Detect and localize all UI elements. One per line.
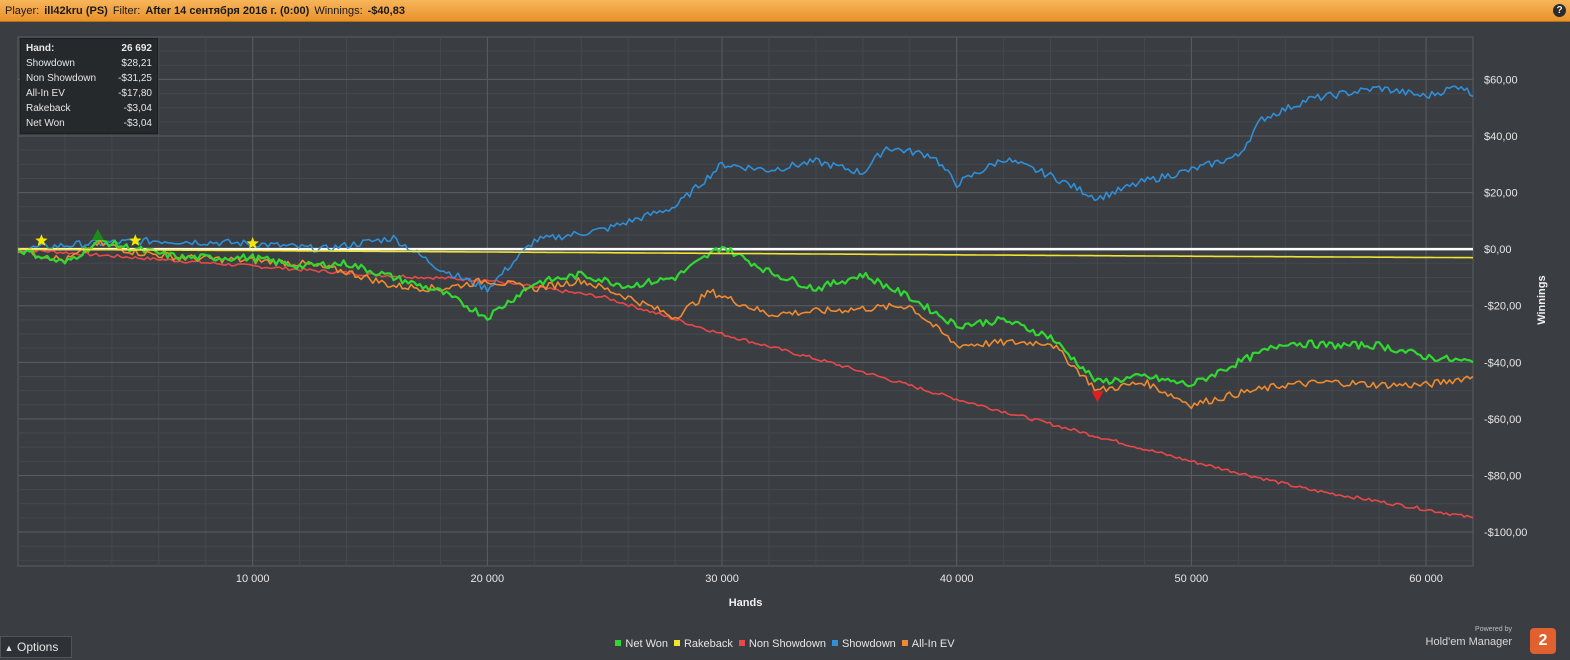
stat-value: -$3,04: [123, 103, 152, 114]
legend-label: Rakeback: [683, 638, 733, 650]
legend-item[interactable]: All-In EV: [901, 636, 955, 652]
window-title-bar: Player: ill42kru (PS) Filter: After 14 сент…: [0, 0, 1570, 22]
x-tick-label: 20 000: [471, 573, 505, 585]
y-tick-label: -$80,00: [1484, 470, 1521, 482]
winnings-value: -$40,83: [367, 5, 405, 17]
chart-grid: [17, 36, 1474, 567]
stat-value: -$17,80: [118, 88, 152, 99]
legend-label: Non Showdown: [748, 638, 826, 650]
chart-legend: Net Won Rakeback Non Showdown Showdown All-I…: [0, 636, 1570, 652]
chart-axes: $60,00 $40,00 $20,00 $0,00 -$20,00 -$40,00 -$6…: [236, 74, 1548, 609]
logo-badge: 2: [1530, 628, 1556, 654]
filter-value[interactable]: After 14 сентября 2016 г. (0:00): [145, 5, 310, 17]
stat-row: Non Showdown -$31,25: [21, 71, 157, 86]
y-tick-label: -$40,00: [1484, 357, 1521, 369]
x-tick-label: 40 000: [940, 573, 974, 585]
plot-area: [17, 36, 1474, 567]
stat-row: Net Won -$3,04: [21, 116, 157, 131]
x-tick-label: 30 000: [705, 573, 739, 585]
stat-label: Rakeback: [26, 103, 71, 114]
options-label: Options: [17, 640, 59, 654]
y-tick-label: -$60,00: [1484, 414, 1521, 426]
legend-swatch: [738, 640, 745, 646]
logo-name: Hold'em Manager: [1425, 636, 1512, 648]
legend-item[interactable]: Non Showdown: [738, 636, 826, 652]
stat-value: -$31,25: [118, 73, 152, 84]
player-label: Player:: [5, 5, 40, 17]
chevron-up-icon: ▲: [4, 643, 14, 653]
legend-label: All-In EV: [911, 638, 955, 650]
stat-row: Showdown $28,21: [21, 56, 157, 71]
legend-item[interactable]: Showdown: [831, 636, 896, 652]
chart-markers: [35, 229, 1104, 403]
triangle-down-marker: [1091, 391, 1104, 403]
winnings-label: Winnings:: [314, 5, 363, 17]
legend-item[interactable]: Net Won: [615, 636, 668, 652]
x-tick-label: 60 000: [1409, 573, 1443, 585]
series-line-non-showdown: [18, 248, 1474, 519]
stat-label: All-In EV: [26, 88, 65, 99]
star-marker: [35, 234, 48, 246]
stat-label: Non Showdown: [26, 73, 97, 84]
series-line-all-in-ev: [17, 239, 1474, 410]
stat-label: Showdown: [26, 58, 75, 69]
player-value: ill42kru (PS): [44, 5, 108, 17]
stat-row: All-In EV -$17,80: [21, 86, 157, 101]
legend-label: Net Won: [625, 638, 668, 650]
stats-panel: Hand: 26 692 Showdown $28,21 Non Showdown -$3…: [20, 38, 158, 134]
series-line-rakeback: [18, 248, 1474, 259]
legend-swatch: [901, 640, 908, 646]
stat-label: Hand:: [26, 43, 55, 54]
x-axis-title: Hands: [729, 597, 763, 609]
stat-value: $28,21: [121, 58, 152, 69]
stat-row: Rakeback -$3,04: [21, 101, 157, 116]
options-button[interactable]: ▲ Options: [0, 636, 72, 658]
series-line-showdown: [17, 85, 1474, 293]
y-tick-label: $40,00: [1484, 131, 1518, 143]
triangle-up-marker: [91, 229, 104, 241]
stat-row: Hand: 26 692: [21, 41, 157, 56]
legend-item[interactable]: Rakeback: [673, 636, 733, 652]
winnings-chart: $60,00 $40,00 $20,00 $0,00 -$20,00 -$40,00 -$6…: [17, 36, 1548, 609]
chart-series: [17, 85, 1474, 519]
powered-by-text: Powered by: [1475, 626, 1512, 633]
x-tick-label: 10 000: [236, 573, 270, 585]
star-marker: [246, 237, 259, 249]
filter-label: Filter:: [112, 5, 141, 17]
legend-swatch: [831, 640, 838, 646]
y-tick-label: -$100,00: [1484, 527, 1527, 539]
legend-swatch: [615, 640, 622, 646]
holdem-manager-logo: Powered by Hold'em Manager 2: [1416, 626, 1556, 654]
legend-label: Showdown: [841, 638, 896, 650]
stat-value: 26 692: [121, 43, 152, 54]
y-axis-title: Winnings: [1536, 275, 1548, 324]
series-line-net-won: [17, 236, 1474, 388]
y-tick-label: $60,00: [1484, 74, 1518, 86]
stat-label: Net Won: [26, 118, 65, 129]
stat-value: -$3,04: [123, 118, 152, 129]
y-tick-label: $20,00: [1484, 188, 1518, 200]
legend-swatch: [673, 640, 680, 646]
help-icon[interactable]: ?: [1553, 4, 1566, 17]
star-marker: [129, 234, 142, 246]
x-tick-label: 50 000: [1175, 573, 1209, 585]
y-tick-label: -$20,00: [1484, 301, 1521, 313]
y-tick-label: $0,00: [1484, 244, 1512, 256]
